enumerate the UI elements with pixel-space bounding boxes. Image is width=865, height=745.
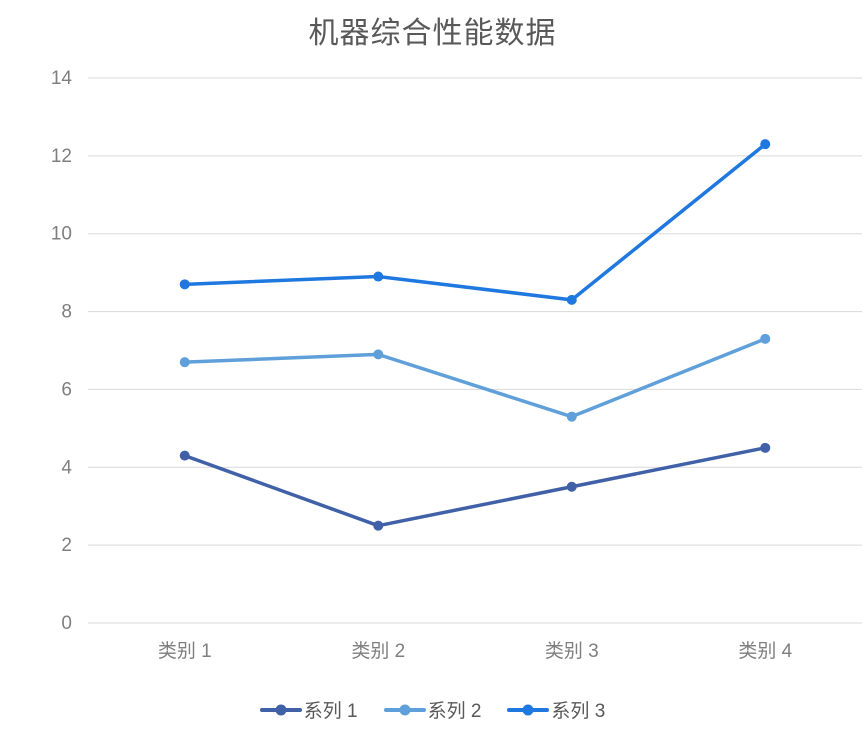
- data-point: [373, 271, 384, 282]
- legend-series-marker-icon: [383, 704, 426, 715]
- legend-label: 系列 2: [427, 701, 482, 722]
- y-axis-tick-label: 10: [51, 224, 72, 245]
- data-point: [373, 349, 384, 360]
- y-axis-tick-label: 2: [61, 535, 72, 556]
- data-point: [566, 481, 577, 492]
- y-axis-tick-label: 8: [61, 302, 72, 323]
- data-point: [179, 450, 190, 461]
- data-point: [566, 411, 577, 422]
- legend-item-2[interactable]: 系列 2: [383, 696, 482, 723]
- legend-series-marker-icon: [259, 704, 302, 715]
- data-point: [760, 442, 771, 453]
- data-point: [373, 520, 384, 531]
- data-point: [179, 279, 190, 290]
- legend-label: 系列 3: [551, 701, 606, 722]
- y-axis-tick-label: 12: [51, 146, 72, 167]
- legend-dot-icon: [522, 704, 534, 715]
- chart-title: 机器综合性能数据: [308, 16, 557, 51]
- chart-legend: 系列 1 系列 2 系列 3: [0, 696, 865, 723]
- x-axis-category-label: 类别 3: [545, 640, 599, 662]
- y-axis-tick-label: 6: [61, 379, 72, 400]
- x-axis-category-label: 类别 4: [738, 640, 792, 662]
- data-point: [760, 333, 771, 344]
- y-axis-tick-label: 14: [51, 68, 73, 89]
- x-axis-category-label: 类别 1: [158, 640, 212, 662]
- legend-dot-icon: [399, 704, 411, 715]
- legend-item-3[interactable]: 系列 3: [507, 696, 605, 723]
- series-line-1: [183, 446, 767, 528]
- legend-dot-icon: [275, 704, 287, 715]
- legend-series-marker-icon: [507, 704, 550, 715]
- data-point: [760, 139, 771, 150]
- y-axis-tick-label: 0: [61, 613, 72, 634]
- legend-label: 系列 1: [303, 701, 358, 722]
- data-point: [179, 357, 190, 368]
- legend-item-1[interactable]: 系列 1: [259, 696, 358, 723]
- x-axis-category-label: 类别 2: [351, 640, 405, 662]
- series-line-2: [183, 337, 767, 419]
- data-point: [566, 294, 577, 305]
- series-line-3: [183, 142, 767, 302]
- y-axis-tick-label: 4: [61, 457, 72, 478]
